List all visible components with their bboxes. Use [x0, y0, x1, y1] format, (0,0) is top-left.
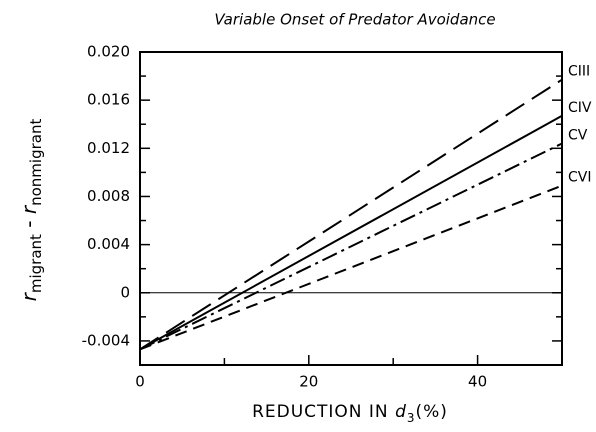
series-line	[139, 78, 563, 351]
y-axis-label: rmigrant - rnonmigrant	[17, 119, 45, 302]
y-tick-label: 0	[120, 283, 130, 301]
chart-title: Variable Onset of Predator Avoidance	[214, 11, 495, 29]
y-label-part: migrant	[27, 234, 45, 293]
x-axis-label: REDUCTION IN d3(%)	[252, 402, 448, 425]
series-label: CVI	[568, 170, 591, 186]
series-line	[139, 114, 563, 351]
y-tick-label: 0.016	[87, 91, 130, 109]
x-tick-label: 20	[299, 373, 318, 391]
x-label-part: d	[395, 402, 407, 422]
series-label: CV	[568, 127, 588, 143]
y-tick-label: 0.012	[87, 139, 130, 157]
series-label: CIII	[568, 64, 590, 80]
series-line	[139, 142, 563, 351]
y-label-part: -	[17, 214, 41, 234]
x-tick-label: 0	[135, 373, 145, 391]
y-label-part: r	[17, 204, 41, 214]
plot-frame	[139, 51, 563, 366]
series-line	[139, 184, 563, 351]
x-label-part: REDUCTION IN	[252, 402, 395, 422]
y-label-part: nonmigrant	[27, 119, 45, 206]
x-label-part: (%)	[416, 402, 448, 422]
x-label-part: 3	[407, 411, 416, 425]
y-tick-label: 0.008	[87, 187, 130, 205]
y-tick-label: 0.004	[87, 235, 130, 253]
y-label-part: r	[17, 291, 41, 301]
y-tick-label: -0.004	[82, 331, 130, 349]
series-label: CIV	[568, 100, 592, 116]
y-tick-label: 0.020	[87, 43, 130, 61]
x-tick-label: 40	[468, 373, 487, 391]
